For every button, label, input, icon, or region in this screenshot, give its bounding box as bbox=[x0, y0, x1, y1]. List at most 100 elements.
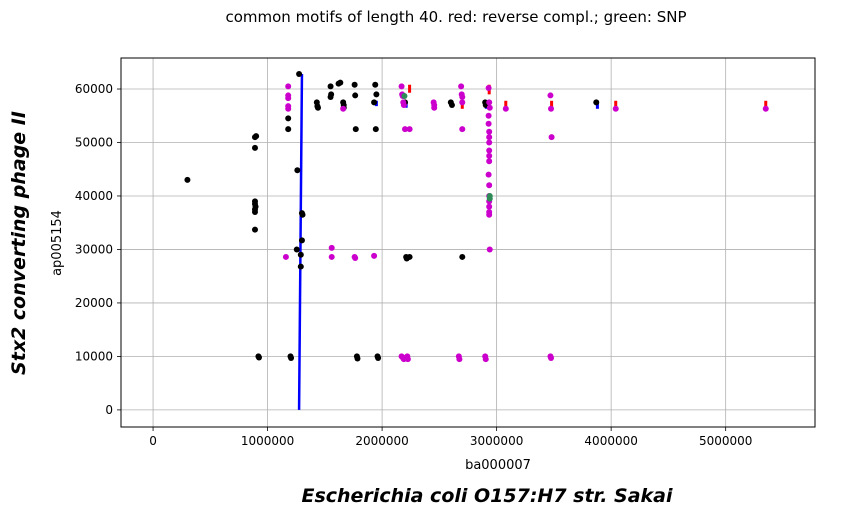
y-tick-label: 40000 bbox=[75, 189, 113, 203]
motif-point bbox=[375, 355, 382, 362]
motif-point bbox=[285, 95, 292, 102]
x-axis-label: ba000007 bbox=[465, 458, 531, 473]
left-organism-label: Stx2 converting phage II bbox=[8, 111, 30, 375]
motif-point bbox=[485, 120, 492, 127]
motif-point bbox=[486, 182, 493, 189]
motif-point bbox=[459, 253, 466, 260]
motif-point bbox=[282, 253, 289, 260]
y-tick-label: 0 bbox=[105, 403, 113, 417]
grid-lines bbox=[121, 58, 815, 427]
motif-point bbox=[486, 152, 493, 159]
motif-point bbox=[285, 105, 292, 112]
motif-point bbox=[458, 83, 465, 90]
motif-point bbox=[448, 102, 455, 109]
x-tick-label: 2000000 bbox=[355, 434, 408, 448]
motif-point bbox=[372, 126, 379, 133]
motif-point bbox=[402, 126, 409, 133]
motif-point bbox=[485, 171, 492, 178]
motif-point bbox=[297, 263, 304, 270]
motif-point bbox=[486, 147, 493, 154]
motif-point bbox=[456, 356, 463, 363]
y-tick-label: 10000 bbox=[75, 349, 113, 363]
motif-point bbox=[486, 104, 493, 111]
motif-point bbox=[486, 99, 493, 106]
motif-point bbox=[251, 144, 258, 151]
motif-point bbox=[404, 356, 411, 363]
motif-point bbox=[486, 158, 493, 165]
x-tick-label: 1000000 bbox=[241, 434, 294, 448]
motif-point bbox=[251, 226, 258, 233]
motif-point bbox=[486, 139, 493, 146]
motif-point bbox=[612, 105, 619, 112]
motif-point bbox=[547, 92, 554, 99]
motif-point bbox=[352, 255, 359, 262]
motif-point bbox=[327, 83, 334, 90]
y-tick-label: 60000 bbox=[75, 82, 113, 96]
motif-point bbox=[459, 99, 466, 106]
motif-point bbox=[253, 133, 260, 140]
motif-point bbox=[285, 115, 292, 122]
motif-point bbox=[314, 104, 321, 111]
motif-point bbox=[486, 128, 493, 135]
x-tick-label: 4000000 bbox=[584, 434, 637, 448]
motif-point bbox=[398, 83, 405, 90]
motif-point bbox=[293, 246, 300, 253]
motif-point bbox=[352, 126, 359, 133]
motif-point bbox=[337, 79, 344, 86]
motif-point bbox=[459, 126, 466, 133]
motif-point bbox=[373, 91, 380, 98]
motif-point bbox=[486, 203, 493, 210]
data-marks bbox=[184, 71, 769, 410]
chart-title: common motifs of length 40. red: reverse… bbox=[225, 8, 686, 26]
motif-point bbox=[371, 252, 378, 259]
motif-point bbox=[548, 134, 555, 141]
motif-point bbox=[288, 355, 295, 362]
x-tick-label: 0 bbox=[149, 434, 157, 448]
axis-ticks: 0 1000000 2000000 3000000 4000000 5000000 0 100… bbox=[75, 82, 753, 448]
motif-point bbox=[485, 84, 492, 91]
y-tick-label: 20000 bbox=[75, 296, 113, 310]
motif-point bbox=[285, 83, 292, 90]
motif-point bbox=[593, 99, 600, 106]
motif-point bbox=[431, 104, 438, 111]
motif-point bbox=[294, 167, 301, 174]
plot-frame bbox=[120, 57, 816, 428]
motif-point bbox=[299, 211, 306, 218]
bottom-organism-label: Escherichia coli O157:H7 str. Sakai bbox=[301, 485, 673, 507]
motif-point bbox=[762, 105, 769, 112]
motif-point bbox=[297, 251, 304, 258]
motif-point bbox=[371, 99, 378, 106]
motif-point bbox=[298, 237, 305, 244]
motif-point bbox=[296, 71, 303, 78]
x-tick-label: 3000000 bbox=[470, 434, 523, 448]
motif-point bbox=[184, 176, 191, 183]
motif-point bbox=[485, 112, 492, 119]
motif-point bbox=[352, 92, 359, 99]
motif-point bbox=[328, 244, 335, 251]
motif-point bbox=[401, 92, 408, 99]
motif-point bbox=[328, 253, 335, 260]
motif-point bbox=[351, 81, 358, 88]
motif-point bbox=[406, 126, 413, 133]
motif-point bbox=[486, 195, 493, 202]
motif-point bbox=[482, 356, 489, 363]
motif-point bbox=[285, 126, 292, 133]
motif-point bbox=[486, 246, 493, 253]
motif-point bbox=[372, 81, 379, 88]
motif-point bbox=[548, 105, 555, 112]
motif-point bbox=[486, 134, 493, 141]
motif-point bbox=[354, 355, 361, 362]
motif-point bbox=[406, 253, 413, 260]
motif-point bbox=[251, 209, 258, 216]
motif-point bbox=[400, 102, 407, 109]
motif-point bbox=[548, 355, 555, 362]
y-tick-label: 50000 bbox=[75, 135, 113, 149]
motif-point bbox=[486, 211, 493, 218]
motif-point bbox=[502, 105, 509, 112]
motif-point bbox=[340, 105, 347, 112]
y-tick-label: 30000 bbox=[75, 242, 113, 256]
motif-point bbox=[459, 94, 466, 101]
x-tick-label: 5000000 bbox=[699, 434, 752, 448]
y-axis-label: ap005154 bbox=[50, 210, 65, 276]
